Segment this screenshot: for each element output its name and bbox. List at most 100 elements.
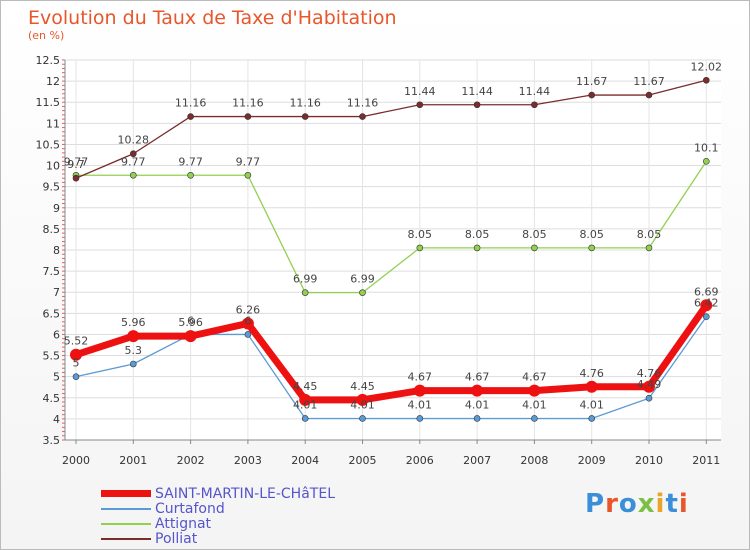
legend-swatch: [101, 522, 151, 525]
data-point: [359, 113, 366, 120]
data-point: [70, 348, 82, 361]
y-tick-label: 9: [53, 202, 60, 215]
series-line: [75, 79, 707, 179]
data-label: 6.99: [350, 273, 375, 286]
data-label: 8.05: [465, 228, 490, 241]
data-point: [413, 384, 426, 397]
data-label: 11.44: [519, 85, 551, 98]
data-label: 6.69: [694, 285, 719, 298]
y-tick-label: 5: [53, 371, 60, 384]
x-tick-label: 2005: [349, 454, 377, 467]
y-tick-label: 10: [46, 160, 60, 173]
series-line: [74, 303, 710, 404]
data-point: [643, 380, 655, 393]
data-label: 10.1: [694, 141, 719, 154]
data-label: 9.77: [236, 155, 261, 168]
data-point: [473, 415, 481, 422]
x-tick-label: 2010: [635, 454, 663, 467]
data-point: [588, 415, 596, 422]
legend-item: Attignat: [101, 515, 335, 532]
legend-label: Curtafond: [155, 500, 225, 517]
x-tick-label: 2000: [62, 454, 90, 467]
data-label: 4.49: [637, 378, 662, 391]
data-label: 4.76: [579, 367, 604, 380]
y-tick-label: 8: [53, 244, 60, 257]
data-label: 6.26: [236, 303, 261, 316]
data-label: 6: [244, 314, 251, 327]
data-point: [301, 415, 309, 422]
data-point: [471, 384, 484, 397]
legend-swatch: [101, 507, 151, 510]
data-label: 8.05: [522, 228, 547, 241]
data-point: [127, 330, 140, 343]
logo-letter: r: [605, 489, 619, 519]
data-point: [299, 393, 312, 406]
y-tick-label: 8.5: [43, 223, 61, 236]
data-point: [72, 174, 80, 182]
data-label: 9.77: [64, 155, 89, 168]
y-tick-label: 9.5: [43, 181, 61, 194]
data-point: [588, 91, 596, 99]
data-label: 4.01: [465, 398, 490, 411]
data-label: 8.05: [637, 228, 662, 241]
logo-letter: o: [618, 489, 638, 519]
data-label: 4.67: [465, 371, 490, 384]
data-label: 4.01: [522, 398, 547, 411]
data-label: 11.16: [232, 97, 264, 110]
data-point: [301, 289, 309, 296]
legend-item: Polliat: [101, 531, 335, 547]
data-label: 6: [187, 314, 194, 327]
data-point: [359, 415, 366, 422]
data-label: 5: [73, 357, 80, 370]
y-tick-label: 10.5: [36, 138, 61, 151]
data-point: [473, 244, 481, 252]
y-tick-label: 11: [46, 117, 60, 130]
logo-letter: i: [655, 489, 666, 519]
y-tick-label: 6.5: [43, 307, 61, 320]
data-point: [130, 171, 137, 179]
data-label: 11.44: [461, 85, 493, 98]
data-point: [72, 373, 80, 380]
logo-letter: P: [585, 489, 606, 519]
data-point: [531, 244, 538, 252]
legend-label: Attignat: [155, 515, 212, 532]
y-tick-label: 12.5: [36, 54, 61, 67]
x-tick-label: 2011: [692, 454, 720, 467]
data-label: 6.42: [694, 297, 719, 310]
x-tick-label: 2004: [291, 454, 319, 467]
data-point: [531, 415, 538, 422]
data-label: 8.05: [408, 228, 433, 241]
data-label: 4.45: [293, 380, 318, 393]
proxiti-logo: Proxiti: [585, 489, 689, 519]
x-tick-label: 2009: [578, 454, 606, 467]
x-tick-label: 2006: [406, 454, 434, 467]
data-label: 11.44: [404, 85, 436, 98]
data-point: [700, 299, 713, 312]
data-label: 5.52: [64, 335, 89, 348]
legend-swatch: [101, 537, 151, 540]
data-point: [184, 330, 197, 343]
legend-swatch: [101, 490, 151, 497]
y-tick-label: 7.5: [43, 265, 61, 278]
data-point: [588, 244, 596, 252]
logo-letter: x: [637, 489, 656, 519]
x-tick-label: 2007: [463, 454, 491, 467]
x-tick-label: 2002: [177, 454, 205, 467]
logo-letter: i: [678, 489, 689, 519]
data-point: [241, 317, 254, 330]
data-label: 4.67: [522, 371, 547, 384]
data-point: [702, 158, 710, 165]
data-label: 11.16: [175, 97, 207, 110]
data-point: [645, 394, 653, 402]
data-label: 12.02: [691, 60, 723, 73]
legend-item: Curtafond: [101, 500, 335, 517]
unit-label: (en %): [28, 29, 65, 42]
logo-letter: t: [665, 489, 679, 519]
data-point: [702, 313, 710, 321]
data-label: 4.01: [408, 398, 433, 411]
data-point: [130, 360, 137, 368]
data-point: [356, 393, 369, 406]
data-point: [416, 415, 424, 422]
data-label: 9.77: [178, 155, 203, 168]
